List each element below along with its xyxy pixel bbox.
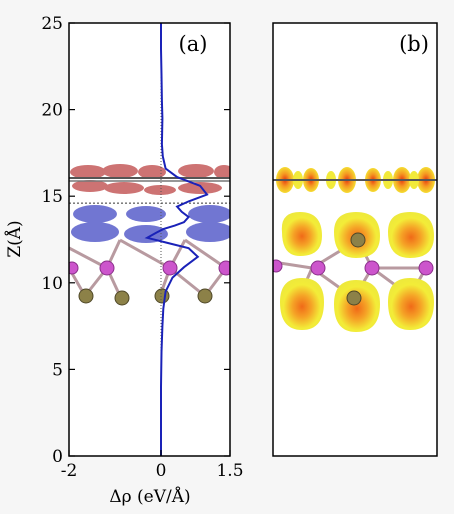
y-axis-label: Z(Å)	[4, 220, 25, 257]
y-tick-label: 5	[52, 360, 63, 380]
delta-rho-series	[144, 23, 209, 456]
x-axis-ticks: -2 0 1.5	[61, 450, 244, 481]
panel-label-b: (b)	[399, 32, 429, 56]
plot-frame-b	[272, 22, 438, 457]
y-tick-label: 25	[41, 14, 63, 34]
graphene-layer	[69, 177, 230, 182]
structure-a	[69, 164, 230, 306]
depletion-isosurface	[71, 205, 230, 243]
x-tick-label: 0	[156, 461, 167, 481]
y-tick-label: 0	[52, 447, 63, 467]
s-atoms-b	[346, 232, 366, 306]
y-axis-ticks: 0 5 10 15 20 25	[41, 14, 230, 467]
mo-atoms-a	[69, 260, 230, 276]
plot-frame-a	[68, 22, 231, 457]
y-tick-label: 15	[41, 187, 63, 207]
mo-atoms-b	[273, 259, 434, 276]
accumulation-isosurface	[70, 164, 230, 195]
x-tick-label: -2	[61, 461, 78, 481]
structure-b	[273, 167, 437, 332]
y-tick-label: 10	[41, 274, 63, 294]
x-axis-label: Δρ (eV/Å)	[109, 486, 190, 507]
y-tick-label: 20	[41, 101, 63, 121]
x-tick-label: 1.5	[216, 461, 243, 481]
panel-b: (b)	[272, 22, 438, 457]
panel-label-a: (a)	[179, 32, 208, 56]
lower-isosurface-lobes	[280, 278, 434, 332]
